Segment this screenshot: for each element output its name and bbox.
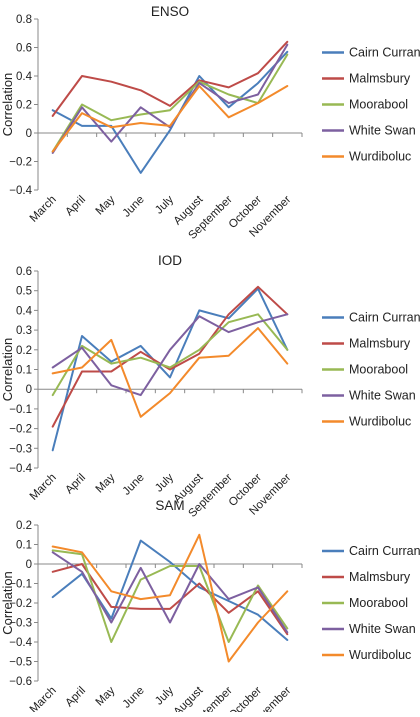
y-tick-label: −0.3 xyxy=(9,443,32,455)
legend-entry: Wurdiboluc xyxy=(349,415,411,429)
legend: Cairn Curran Malmsbury Moorabool White Swan… xyxy=(322,311,420,429)
y-tick-label: 0.6 xyxy=(16,43,32,55)
y-tick-label: −0.1 xyxy=(9,579,32,591)
x-tick-label: March xyxy=(28,194,59,225)
x-tick-label: June xyxy=(121,472,147,498)
x-tick-label: May xyxy=(94,471,118,495)
x-tick-label: March xyxy=(28,685,59,712)
series-line-cairn-curran xyxy=(51,50,289,174)
y-tick-label: −0.4 xyxy=(9,637,32,649)
y-tick-label: 0.4 xyxy=(16,305,33,317)
legend-entry: Wurdiboluc xyxy=(349,648,411,662)
y-tick-label: −0.2 xyxy=(9,157,32,169)
series-line-white-swan xyxy=(51,551,289,634)
series-line-wurdiboluc xyxy=(51,85,289,153)
legend: Cairn Curran Malmsbury Moorabool White Swan… xyxy=(322,544,420,662)
y-tick-label: 0.2 xyxy=(16,345,32,357)
y-tick-label: 0 xyxy=(26,384,32,396)
legend-entry: Wurdiboluc xyxy=(349,150,411,164)
x-tick-label: June xyxy=(121,685,147,711)
chart-title: ENSO xyxy=(151,4,189,19)
series-line-cairn-curran xyxy=(51,287,289,452)
x-tick-label: May xyxy=(94,684,118,708)
legend-entry: White Swan xyxy=(349,622,416,636)
y-axis-label: Correlation xyxy=(0,338,15,402)
legend-entry: Moorabool xyxy=(349,98,408,112)
chart-title: SAM xyxy=(155,498,184,513)
x-tick-label: May xyxy=(94,193,118,217)
series-line-moorabool xyxy=(51,53,289,153)
chart-title: IOD xyxy=(158,253,182,268)
legend-entry: Cairn Curran xyxy=(349,544,420,558)
y-tick-label: −0.1 xyxy=(9,404,32,416)
y-tick-label: −0.4 xyxy=(9,463,32,475)
x-tick-label: April xyxy=(63,685,88,710)
y-tick-label: −0.2 xyxy=(9,424,32,436)
series-line-white-swan xyxy=(51,43,289,154)
legend-entry: Malmsbury xyxy=(349,72,411,86)
y-tick-label: −0.5 xyxy=(9,657,32,669)
legend-entry: Malmsbury xyxy=(349,337,411,351)
legend: Cairn Curran Malmsbury Moorabool White Swan… xyxy=(322,46,420,164)
y-tick-label: 0.4 xyxy=(16,71,33,83)
x-tick-label: July xyxy=(153,471,176,494)
legend-entry: Moorabool xyxy=(349,363,408,377)
y-tick-label: 0.3 xyxy=(16,325,32,337)
y-axis-label: Correlation xyxy=(0,571,15,635)
series-line-moorabool xyxy=(51,549,289,643)
legend-entry: Cairn Curran xyxy=(349,311,420,325)
y-axis-label: Correlation xyxy=(0,73,15,137)
series-line-wurdiboluc xyxy=(51,327,289,418)
legend-entry: White Swan xyxy=(349,124,416,138)
y-tick-label: 0.2 xyxy=(16,520,32,532)
chart-panel-enso: ENSO Correlation −0.4 −0.2 0 0.2 0.4 0.6 0.8 Marc… xyxy=(0,4,420,242)
x-tick-label: August xyxy=(172,684,206,712)
chart-panel-iod: IOD Correlation −0.4 −0.3 −0.2 −0.1 0 0.1 0.2 0.3… xyxy=(0,253,420,520)
series-line-moorabool xyxy=(51,313,289,397)
legend-entry: Moorabool xyxy=(349,596,408,610)
series-line-malmsbury xyxy=(51,40,289,117)
x-tick-label: April xyxy=(63,194,88,219)
x-tick-label: October xyxy=(227,685,265,712)
x-tick-label: April xyxy=(63,472,88,497)
y-tick-label: −0.3 xyxy=(9,618,32,630)
series-line-wurdiboluc xyxy=(51,533,289,663)
series-line-malmsbury xyxy=(51,285,289,428)
y-tick-label: 0.1 xyxy=(16,540,32,552)
y-tick-label: 0.5 xyxy=(16,286,32,298)
chart-panel-sam: SAM Correlation −0.6 −0.5 −0.4 −0.3 −0.2 −0.1 0 0… xyxy=(0,498,420,717)
legend-entry: Malmsbury xyxy=(349,570,411,584)
series-line-malmsbury xyxy=(51,563,289,636)
y-tick-label: 0 xyxy=(26,128,32,140)
legend-entry: White Swan xyxy=(349,389,416,403)
series-line-white-swan xyxy=(51,313,289,397)
y-tick-label: 0.2 xyxy=(16,100,32,112)
y-tick-label: −0.4 xyxy=(9,185,32,197)
x-tick-label: March xyxy=(28,472,59,503)
y-tick-label: −0.6 xyxy=(9,676,32,688)
y-tick-label: 0 xyxy=(26,559,32,571)
y-tick-label: 0.6 xyxy=(16,266,32,278)
x-tick-label: July xyxy=(153,193,176,216)
y-tick-label: −0.2 xyxy=(9,598,32,610)
y-tick-label: 0.1 xyxy=(16,365,32,377)
x-tick-label: June xyxy=(121,194,147,220)
legend-entry: Cairn Curran xyxy=(349,46,420,60)
x-tick-label: July xyxy=(153,684,176,707)
y-tick-label: 0.8 xyxy=(16,14,32,26)
